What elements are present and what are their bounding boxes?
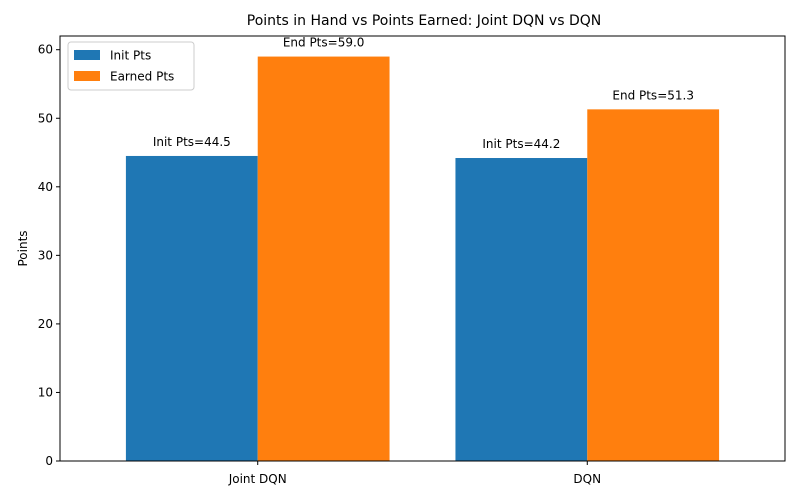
chart-title: Points in Hand vs Points Earned: Joint D… (247, 13, 601, 29)
bar-init-pts-joint-dqn (125, 155, 258, 462)
data-label-init-pts-joint-dqn: Init Pts=44.5 (153, 135, 231, 149)
y-tick-label: 40 (38, 180, 53, 194)
y-axis-label: Points (16, 230, 30, 266)
legend-swatch-earned-pts (74, 71, 100, 81)
y-axis: 0 10 20 30 40 50 60 (38, 43, 60, 468)
plot-frame (59, 35, 786, 462)
data-label-earned-pts-dqn: End Pts=51.3 (612, 88, 694, 102)
y-tick-label: 30 (38, 248, 53, 262)
data-label-earned-pts-joint-dqn: End Pts=59.0 (283, 36, 365, 50)
bar-earned-pts-dqn (587, 109, 720, 461)
y-tick-label: 20 (38, 317, 53, 331)
legend: Init Pts Earned Pts (67, 41, 195, 91)
legend-label-earned-pts: Earned Pts (110, 70, 174, 84)
x-tick-label-dqn: DQN (573, 472, 601, 486)
y-tick-label: 0 (45, 454, 53, 468)
data-label-init-pts-dqn: Init Pts=44.2 (482, 137, 560, 151)
y-tick-label: 10 (38, 385, 53, 399)
y-tick-label: 60 (38, 43, 53, 57)
bar-init-pts-dqn (455, 158, 588, 462)
data-labels-group: Init Pts=44.5 Init Pts=44.2 End Pts=59.0 En… (153, 36, 694, 151)
x-axis: Joint DQN DQN (228, 461, 601, 486)
bars-group (125, 56, 720, 462)
bar-earned-pts-joint-dqn (257, 56, 390, 462)
legend-swatch-init-pts (74, 50, 100, 60)
x-tick-label-joint-dqn: Joint DQN (228, 472, 287, 486)
legend-label-init-pts: Init Pts (110, 49, 151, 63)
y-tick-label: 50 (38, 111, 53, 125)
